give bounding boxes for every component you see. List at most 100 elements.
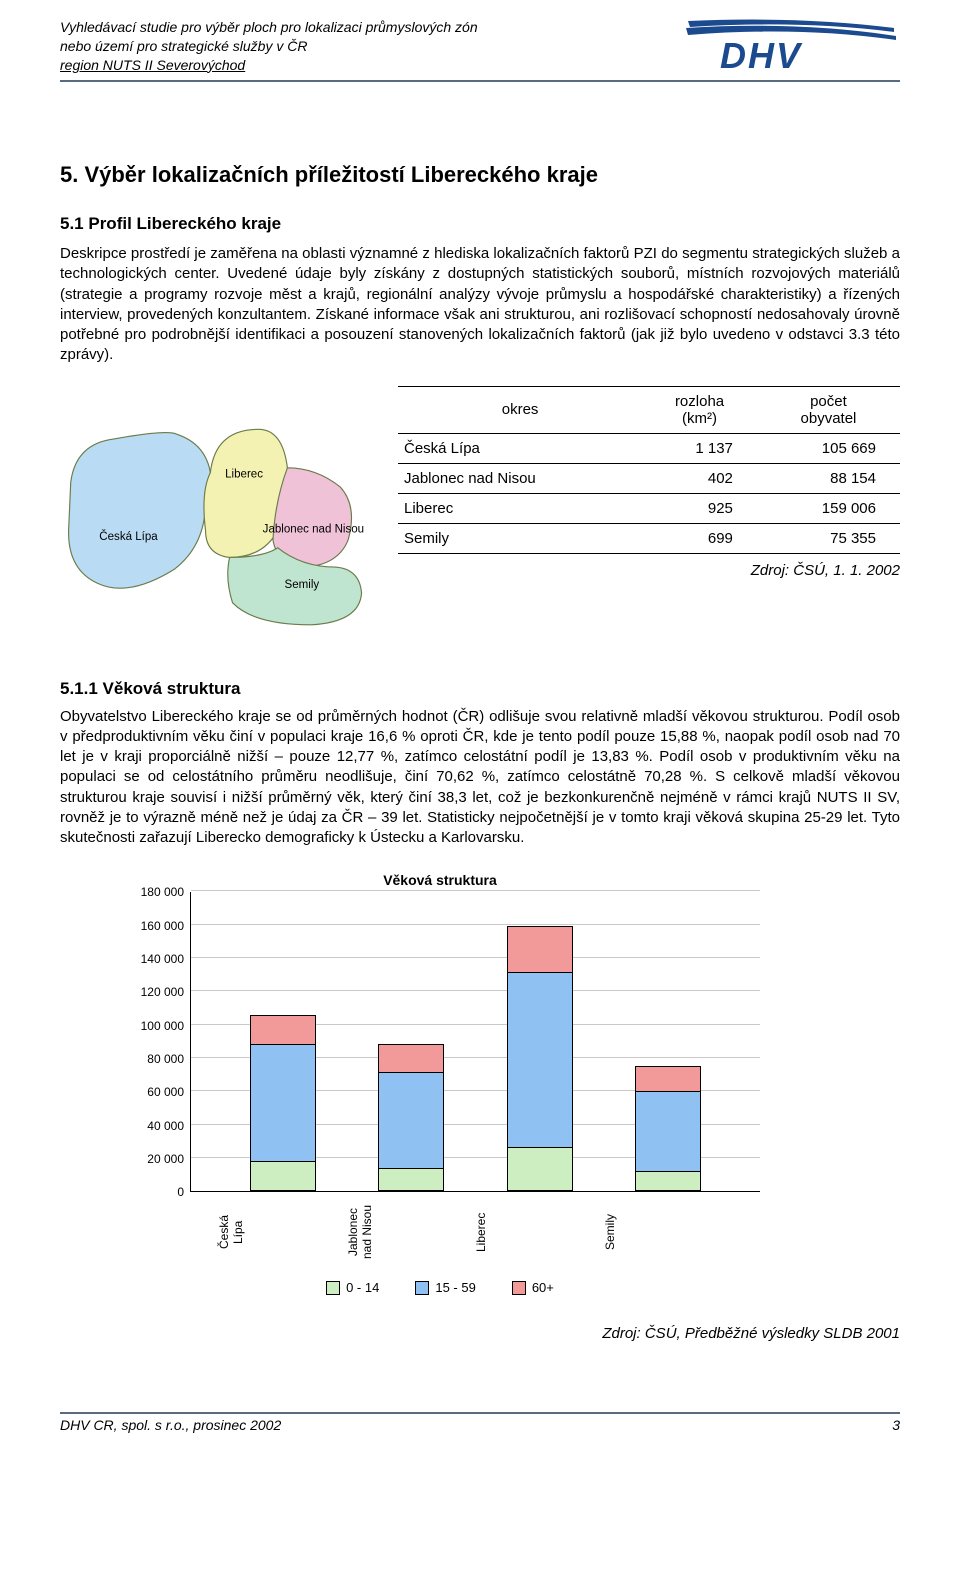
col-okres: okres [398,386,642,433]
bar-segment [378,1044,444,1072]
bar-segment [635,1091,701,1171]
map-region-label: Semily [285,579,320,591]
region-map: Česká Lípa Liberec Jablonec nad Nisou Semil… [60,386,380,651]
okres-table-container: okres rozloha (km²) počet obyvatel Česká… [398,386,900,579]
bar-segment [507,1147,573,1191]
page-footer: DHV CR, spol. s r.o., prosinec 2002 3 [60,1412,900,1433]
header-line-3: region NUTS II Severovýchod [60,56,478,75]
chart-source: Zdroj: ČSÚ, Předběžné výsledky SLDB 2001 [60,1325,900,1342]
section-5-title: 5. Výběr lokalizačních příležitostí Libe… [60,162,900,188]
legend-item: 15 - 59 [415,1280,475,1295]
section-5-1-title: 5.1 Profil Libereckého kraje [60,214,900,234]
legend-swatch [326,1281,340,1295]
col-rozloha-line1: rozloha [675,393,724,410]
bar-segment [507,972,573,1147]
legend-label: 60+ [532,1280,554,1295]
cell-population: 88 154 [757,463,900,493]
cell-area: 699 [642,523,757,553]
table-row: Semily69975 355 [398,523,900,553]
section-5-1-1-title: 5.1.1 Věková struktura [60,679,900,699]
section-5-1-para: Deskripce prostředí je zaměřena na oblas… [60,244,900,366]
dhv-logo: DHV [680,18,900,78]
cell-okres: Semily [398,523,642,553]
col-rozloha: rozloha (km²) [642,386,757,433]
chart-plot-area [190,892,760,1192]
header-line-2: nebo území pro strategické služby v ČR [60,37,478,56]
y-tick-label: 60 000 [147,1085,184,1099]
y-tick-label: 120 000 [141,985,184,999]
chart-legend: 0 - 14 15 - 59 60+ [120,1280,760,1295]
y-tick-label: 160 000 [141,919,184,933]
chart-title: Věková struktura [120,872,760,888]
bar-segment [378,1168,444,1192]
bar-column [219,1015,347,1191]
cell-population: 159 006 [757,493,900,523]
map-region-label: Liberec [225,468,263,480]
bar-stack [507,926,573,1191]
header-title-block: Vyhledávací studie pro výběr ploch pro l… [60,18,478,75]
cell-population: 105 669 [757,433,900,463]
table-source: Zdroj: ČSÚ, 1. 1. 2002 [398,562,900,579]
cell-okres: Jablonec nad Nisou [398,463,642,493]
legend-label: 0 - 14 [346,1280,379,1295]
legend-item: 0 - 14 [326,1280,379,1295]
cell-area: 1 137 [642,433,757,463]
bar-segment [250,1015,316,1044]
map-region-label: Česká Lípa [99,530,158,543]
cell-okres: Liberec [398,493,642,523]
col-pocet: počet obyvatel [757,386,900,433]
bar-segment [250,1161,316,1192]
bar-segment [378,1072,444,1168]
bar-column [347,1044,475,1191]
okres-table: okres rozloha (km²) počet obyvatel Česká… [398,386,900,554]
y-tick-label: 180 000 [141,885,184,899]
x-tick-label: Semily [604,1200,733,1264]
map-and-table-row: Česká LípaLiberecJablonec nad NisouSemil… [60,386,900,651]
footer-page-number: 3 [892,1417,900,1433]
cell-area: 925 [642,493,757,523]
table-row: Jablonec nad Nisou40288 154 [398,463,900,493]
bar-segment [635,1066,701,1091]
cell-population: 75 355 [757,523,900,553]
gridline [191,890,760,891]
y-tick-label: 20 000 [147,1152,184,1166]
cell-okres: Česká Lípa [398,433,642,463]
page-header: Vyhledávací studie pro výběr ploch pro l… [60,18,900,82]
age-chart: Věková struktura 0 20 000 40 000 60 000 80 0… [120,872,760,1295]
header-line-1: Vyhledávací studie pro výběr ploch pro l… [60,18,478,37]
x-tick-label: Liberec [475,1200,604,1264]
col-pocet-line1: počet [810,393,847,410]
bar-stack [378,1044,444,1191]
y-tick-label: 40 000 [147,1119,184,1133]
chart-x-labels: ČeskáLípaJablonecnad NisouLiberecSemily [190,1192,760,1264]
legend-item: 60+ [512,1280,554,1295]
bar-stack [250,1015,316,1191]
table-row: Liberec925159 006 [398,493,900,523]
table-row: Česká Lípa1 137105 669 [398,433,900,463]
bar-segment [507,926,573,972]
bar-segment [250,1044,316,1161]
map-region [69,432,211,588]
cell-area: 402 [642,463,757,493]
dhv-logo-icon: DHV [680,18,900,73]
y-tick-label: 100 000 [141,1019,184,1033]
x-tick-label: Jablonecnad Nisou [347,1200,476,1264]
bar-column [604,1066,732,1192]
footer-left: DHV CR, spol. s r.o., prosinec 2002 [60,1417,281,1433]
legend-swatch [415,1281,429,1295]
col-pocet-line2: obyvatel [801,410,857,427]
section-5-1-1-para: Obyvatelstvo Libereckého kraje se od prů… [60,707,900,849]
y-tick-label: 0 [177,1185,184,1199]
legend-label: 15 - 59 [435,1280,475,1295]
y-tick-label: 80 000 [147,1052,184,1066]
x-tick-label: ČeskáLípa [218,1200,347,1264]
legend-swatch [512,1281,526,1295]
bar-segment [635,1171,701,1192]
svg-text:DHV: DHV [720,35,803,73]
bar-stack [635,1066,701,1192]
bar-column [476,926,604,1191]
chart-y-axis: 020 00040 00060 00080 000100 000120 0001… [120,892,190,1192]
y-tick-label: 140 000 [141,952,184,966]
map-region-label: Jablonec nad Nisou [263,523,364,535]
col-rozloha-line2: (km²) [682,410,717,427]
